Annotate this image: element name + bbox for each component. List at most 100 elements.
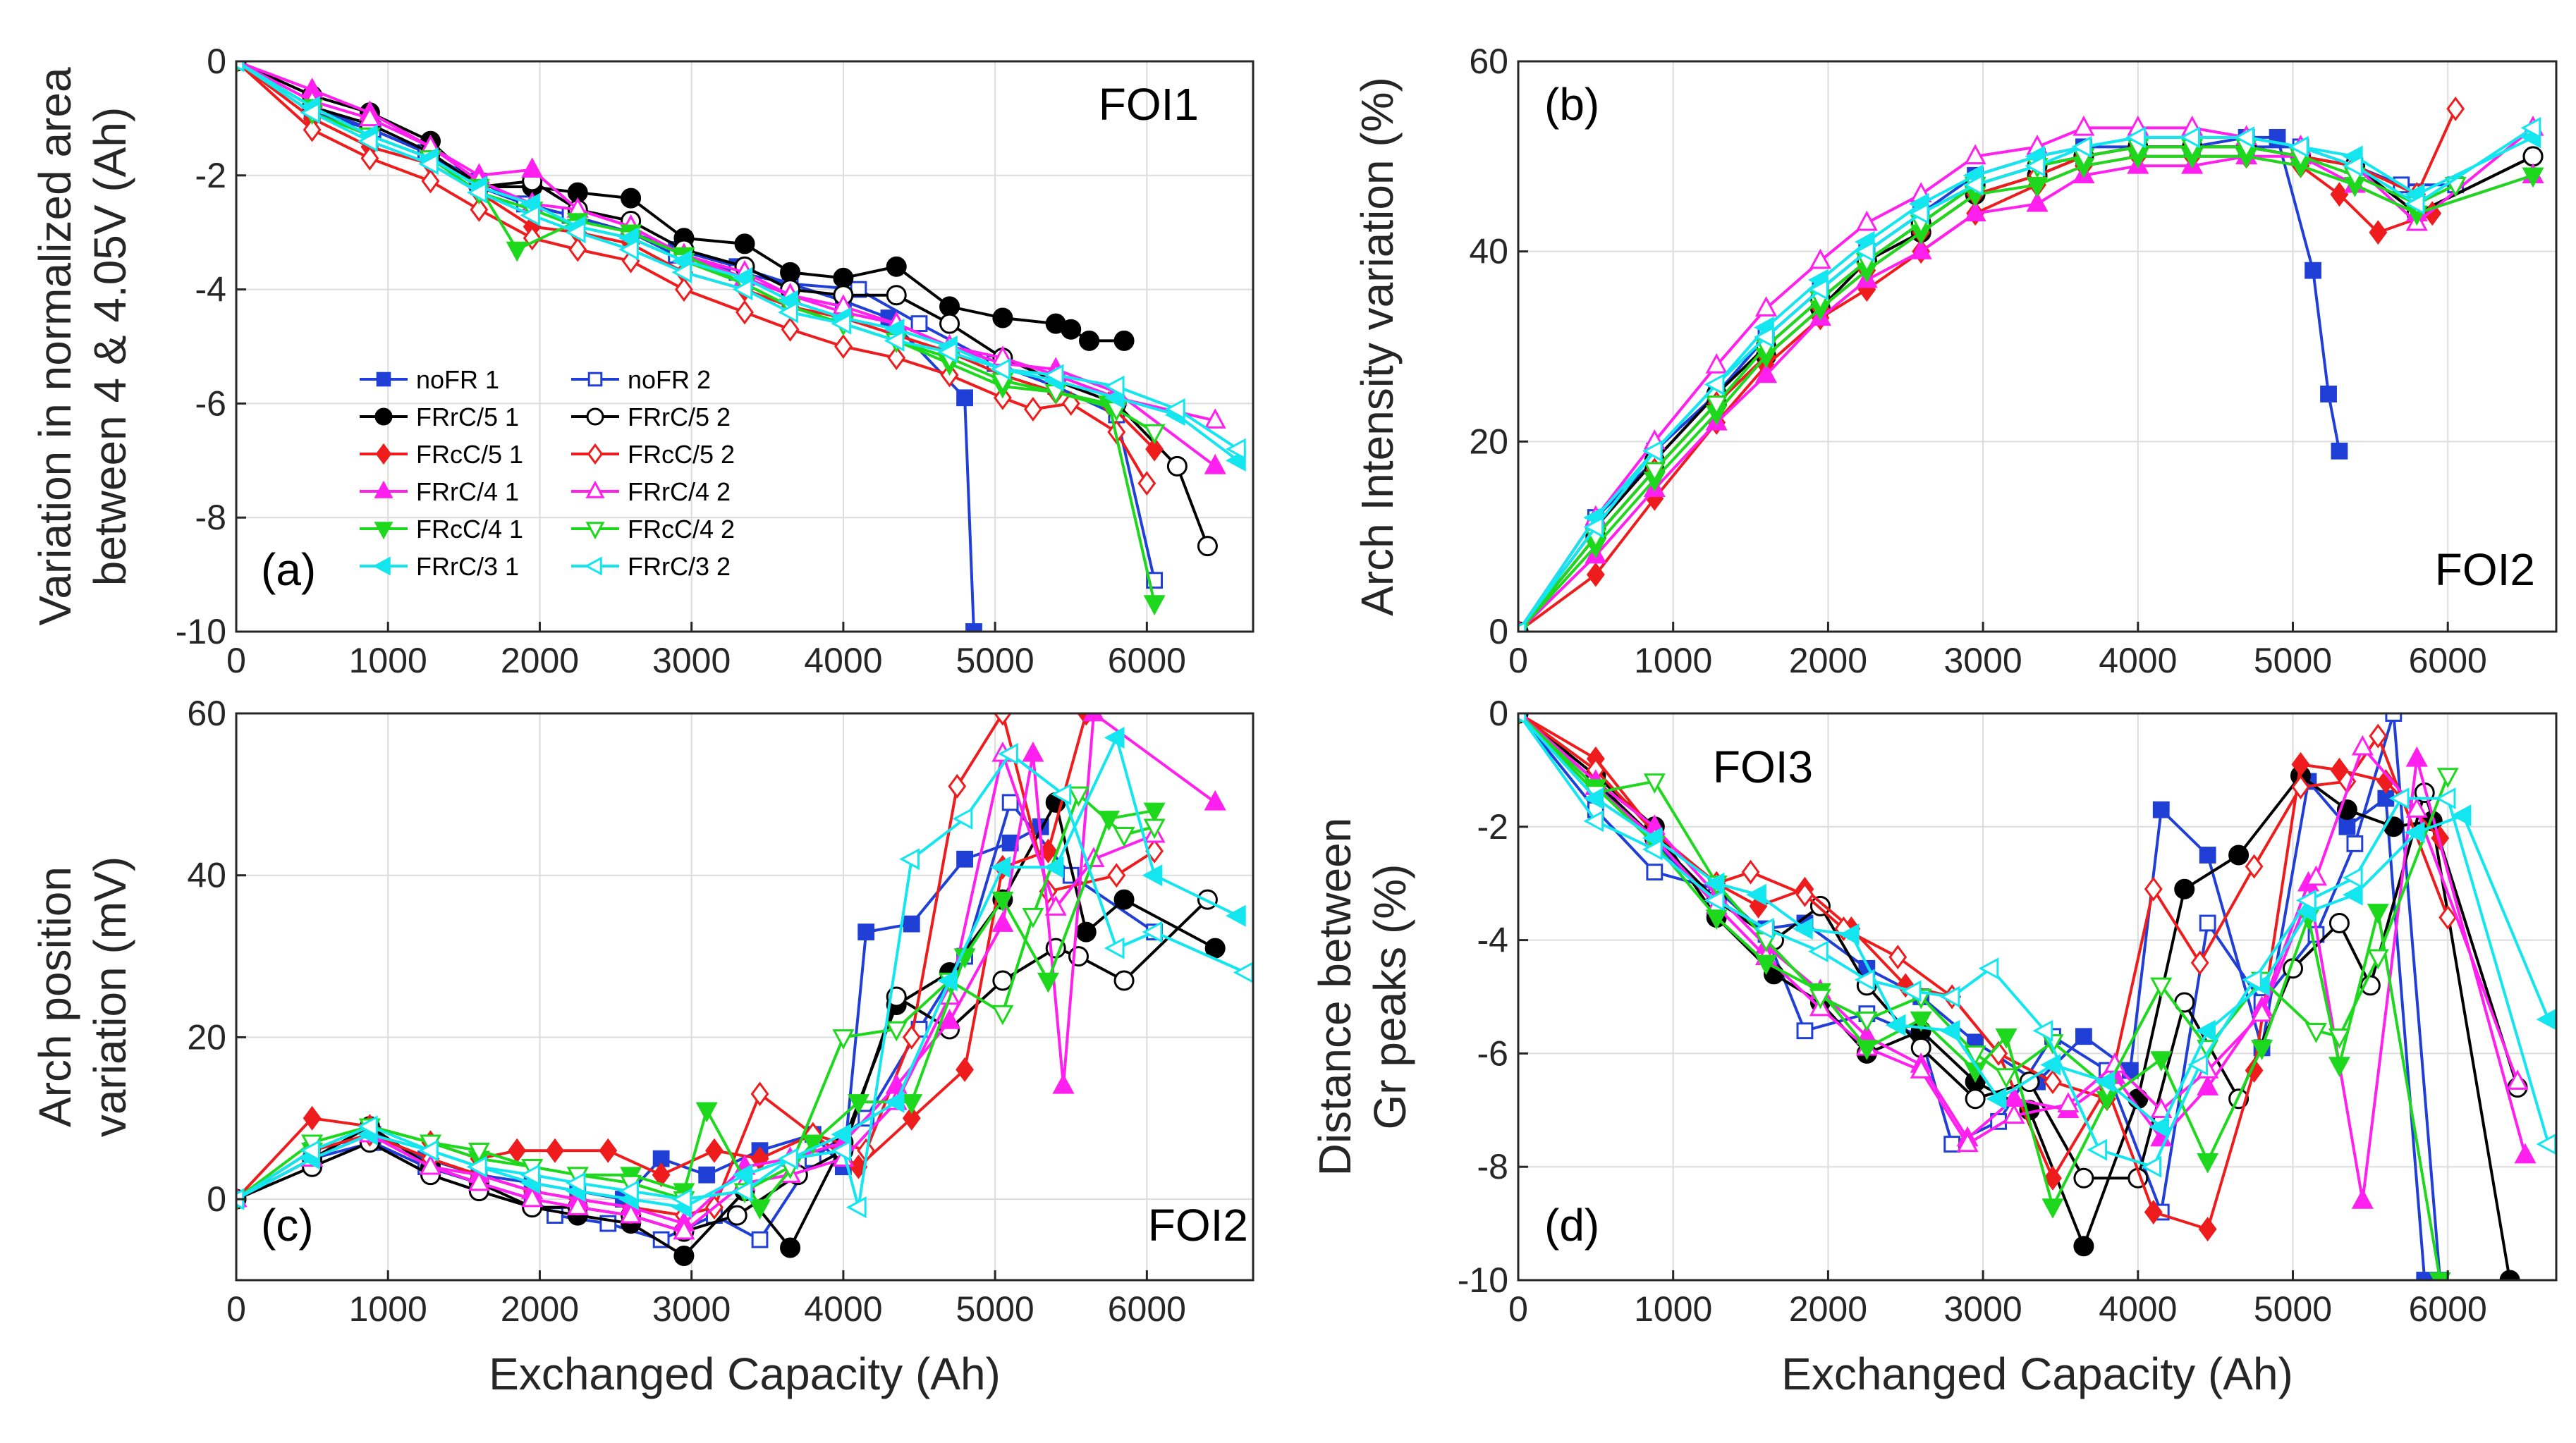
- legend-marker: [374, 480, 393, 498]
- series-frrc-3-2-point: [300, 102, 320, 124]
- y-tick-label: -10: [176, 612, 226, 651]
- y-tick-label: 0: [1489, 694, 1508, 733]
- series-frrc-3-1-point: [1939, 1019, 1960, 1042]
- series-nofr-2-point: [2385, 713, 2403, 722]
- series-frrc-4-2-line: [236, 61, 1216, 422]
- legend-label: FRrC/5 2: [628, 403, 731, 431]
- y-axis-title: Variation in normalized area: [30, 67, 80, 626]
- series-frcc-4-1-point: [2522, 167, 2544, 188]
- series-frrc-3-2-point: [2342, 866, 2363, 889]
- series-frcc-5-2-point: [674, 277, 693, 302]
- series-frrc-4-1-point: [2514, 1143, 2537, 1164]
- legend-marker: [584, 556, 602, 576]
- axes-box: [235, 712, 1255, 1282]
- series-frcc-5-2-point: [948, 773, 967, 799]
- legend-marker: [587, 443, 604, 465]
- series-frrc-3-2-point: [1978, 957, 1999, 980]
- series-frcc-5-1-point: [1896, 973, 1915, 998]
- y-tick-label: 60: [187, 694, 226, 733]
- series-nofr-1-point: [2331, 442, 2348, 460]
- x-tick-label: 2000: [1789, 641, 1867, 680]
- series-frcc-4-1-line: [1518, 154, 2534, 632]
- series-frrc-3-1-point: [2149, 1116, 2170, 1138]
- data-layer: [1518, 96, 2544, 632]
- series-frrc-5-1-point: [1204, 938, 1226, 959]
- legend-marker: [375, 443, 392, 465]
- series-frrc-3-2-point: [1704, 889, 1725, 911]
- series-frrc-3-2-point: [899, 848, 920, 871]
- series-frrc-3-2-point: [2342, 154, 2363, 177]
- series-frcc-5-2-point: [1137, 471, 1156, 496]
- series-frrc-3-2-point: [1962, 173, 1984, 196]
- series-frrc-3-2-point: [2187, 1053, 2208, 1076]
- axes-box: [235, 60, 1255, 633]
- series-nofr-2-point: [910, 315, 928, 333]
- series-nofr-1-point: [857, 923, 875, 941]
- panel-c: 0 1000 2000 3000 4000 5000 6000 0 20 40 60 Arch pos…: [30, 694, 1255, 1399]
- y-tick-label: 60: [1469, 42, 1508, 81]
- y-tick-label: 40: [1469, 232, 1508, 271]
- x-tick-label: 4000: [2099, 1289, 2177, 1329]
- series-frrc-3-2-point: [1051, 783, 1072, 806]
- series-frrc-3-2-point: [2234, 126, 2254, 149]
- series-frrc-3-2-point: [2125, 126, 2147, 149]
- series-frrc-4-1-point: [2405, 746, 2428, 767]
- series-frrc-3-2-point: [937, 341, 958, 364]
- series-frcc-4-1-point: [1855, 1040, 1878, 1060]
- series-frcc-4-1-point: [695, 1102, 718, 1123]
- series-frcc-4-2-point: [1022, 907, 1044, 928]
- series-frrc-5-1-point: [833, 267, 854, 288]
- legend-item: FRrC/5 2: [571, 403, 731, 431]
- series-frrc-4-2-point: [566, 1195, 589, 1215]
- series-frrc-3-1-point: [2195, 1019, 2216, 1042]
- series-frcc-5-2-point: [2446, 96, 2465, 121]
- series-frrc-3-2-point: [732, 1180, 753, 1203]
- series-frcc-4-2-point: [2436, 768, 2459, 788]
- legend-item: FRrC/4 2: [571, 477, 731, 506]
- series-frrc-4-2-point: [1044, 895, 1067, 916]
- series-frrc-4-2-point: [1956, 1131, 1979, 1153]
- series-nofr-1-point: [956, 850, 973, 868]
- series-frcc-4-2-point: [2150, 977, 2173, 998]
- series-frrc-5-1-point: [780, 262, 801, 283]
- series-frcc-4-1-point: [1995, 1028, 2018, 1049]
- y-tick-label: -4: [195, 270, 226, 309]
- series-frrc-4-2-point: [2405, 797, 2428, 818]
- series-frcc-5-2-point: [1024, 397, 1042, 422]
- series-frrc-5-2-point: [886, 285, 907, 306]
- series-frrc-5-2-point: [1113, 970, 1135, 991]
- y-tick-label: -4: [1477, 921, 1508, 960]
- panel-annotation: FOI3: [1713, 742, 1813, 792]
- series-nofr-1-point: [956, 389, 973, 407]
- x-tick-label: 1000: [1634, 1289, 1712, 1329]
- series-frrc-3-2-point: [1142, 921, 1163, 943]
- series-frrc-3-1-point: [2342, 883, 2363, 906]
- series-frrc-5-2-point: [939, 313, 960, 334]
- series-frcc-5-2-point: [1107, 863, 1126, 888]
- series-frrc-3-2-point: [2435, 787, 2456, 810]
- panel-label: (d): [1544, 1200, 1599, 1251]
- series-frcc-5-2-point: [568, 237, 587, 262]
- y-tick-label: -8: [1477, 1147, 1508, 1186]
- series-frrc-3-2-point: [1642, 440, 1663, 462]
- series-nofr-1-point: [2338, 818, 2356, 835]
- series-frrc-3-2-point: [2296, 889, 2316, 911]
- series-frrc-3-2-point: [2288, 135, 2309, 158]
- legend-label: FRrC/3 1: [416, 552, 519, 581]
- series-frcc-5-1-point: [849, 1154, 868, 1179]
- series-frrc-4-2-point: [1809, 248, 1831, 269]
- series-frrc-3-2-point: [2025, 154, 2046, 177]
- series-frrc-3-2-point: [1583, 810, 1604, 833]
- series-frcc-4-2-point: [468, 1142, 490, 1163]
- x-tick-label: 6000: [2409, 1289, 2487, 1329]
- series-frrc-3-2-point: [1583, 516, 1604, 539]
- legend-label: noFR 2: [628, 365, 711, 394]
- series-frrc-5-1-point: [2499, 1270, 2520, 1280]
- series-frrc-3-1-point: [2094, 1071, 2116, 1093]
- series-frrc-3-2-point: [236, 61, 245, 73]
- series-frrc-3-1-point: [1226, 904, 1246, 927]
- series-frcc-5-2-point: [834, 334, 853, 359]
- series-frrc-4-1-point: [1755, 362, 1778, 383]
- series-frrc-3-1-point: [2404, 821, 2425, 844]
- data-layer: [236, 61, 1246, 632]
